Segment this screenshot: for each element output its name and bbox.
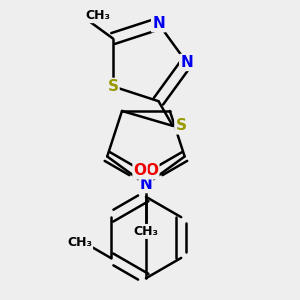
Text: CH₃: CH₃: [85, 9, 111, 22]
Text: N: N: [140, 177, 152, 192]
Text: CH₃: CH₃: [67, 236, 92, 249]
Text: N: N: [180, 55, 193, 70]
Text: N: N: [152, 16, 165, 31]
Text: O: O: [145, 163, 158, 178]
Text: S: S: [176, 118, 186, 134]
Text: O: O: [134, 163, 146, 178]
Text: S: S: [107, 79, 118, 94]
Text: CH₃: CH₃: [134, 225, 158, 238]
